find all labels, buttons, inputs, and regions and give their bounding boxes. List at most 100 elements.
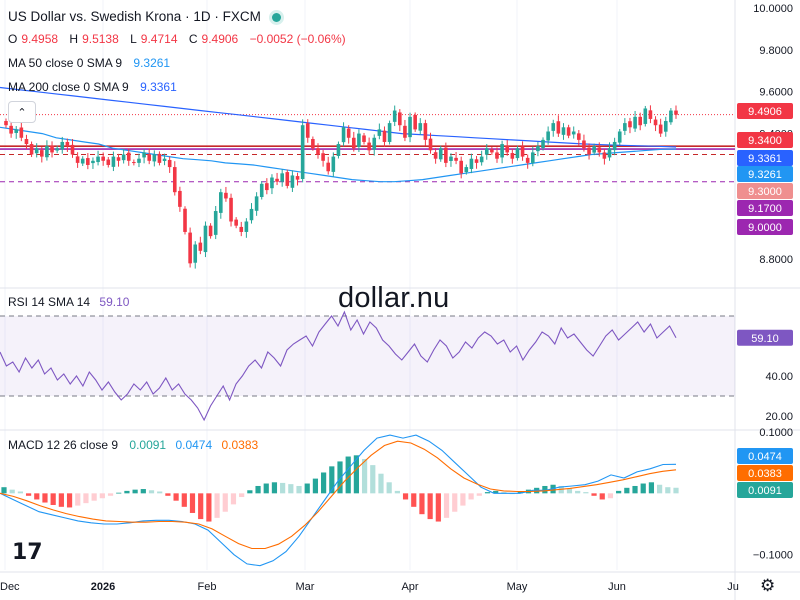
macd-legend[interactable]: MACD 12 26 close 9 0.0091 0.0474 0.0383 [8, 438, 258, 452]
candle-body [474, 159, 479, 163]
signal-tag [737, 465, 793, 481]
macd-title: MACD 12 26 close 9 [8, 438, 119, 452]
ma50-value: 9.3261 [133, 56, 171, 70]
macd-histogram-bar [583, 492, 589, 494]
open-value: 9.4958 [21, 32, 59, 46]
rsi-legend[interactable]: RSI 14 SMA 14 59.10 [8, 295, 129, 309]
watermark-text: dollar.nu [338, 282, 450, 314]
candle-body [188, 232, 192, 264]
macd-histogram-bar [230, 493, 237, 505]
macd-histogram-bar [460, 493, 466, 506]
macd-histogram-bar [296, 485, 302, 494]
macd-tag-text: 0.0474 [748, 451, 782, 463]
candle-body [653, 119, 658, 126]
macd-histogram-bar [321, 472, 327, 494]
header-title-row: US Dollar vs. Swedish Krona · 1D · FXCM [8, 9, 282, 24]
macd-histogram-bar [443, 493, 450, 518]
candle-body [300, 125, 305, 179]
macd-value: 0.0474 [175, 438, 213, 452]
candle-body [259, 183, 264, 197]
candle-body [9, 125, 13, 134]
candle-body [316, 148, 320, 155]
gear-icon[interactable]: ⚙ [760, 576, 776, 595]
macd-histogram-bar [288, 484, 294, 494]
macd-histogram-bar [607, 493, 614, 499]
candle-body [213, 211, 218, 235]
macd-histogram-bar [99, 493, 105, 499]
x-tick-label: Dec [0, 581, 20, 593]
candle-body [167, 159, 172, 168]
collapse-legend-button[interactable]: ⌃ [8, 101, 36, 123]
macd-histogram-bar [91, 493, 97, 501]
candle-body [208, 225, 213, 237]
candle-body [372, 137, 377, 150]
candle-body [638, 116, 642, 126]
candle-body [132, 162, 136, 164]
high-value: 9.5138 [82, 32, 119, 46]
ma50-legend[interactable]: MA 50 close 0 SMA 9 9.3261 [8, 56, 170, 70]
candle-body [341, 127, 346, 143]
candle-body [663, 121, 668, 132]
candle-body [623, 123, 627, 131]
macd-tag [737, 448, 793, 464]
candle-body [648, 110, 653, 119]
candle-body [157, 153, 162, 163]
macd-histogram-bar [542, 485, 548, 494]
macd-histogram-bar [42, 493, 48, 503]
low-label: L [130, 32, 137, 46]
macd-histogram-bar [247, 490, 253, 494]
ma200-line [0, 86, 677, 148]
candle-body [387, 123, 392, 142]
candle-body [50, 145, 54, 153]
candle-body [418, 123, 423, 131]
candle-body [106, 159, 111, 165]
candle-body [126, 152, 131, 161]
macd-histogram-bar [665, 487, 671, 494]
candle-body [4, 121, 8, 126]
macd-histogram-bar [640, 483, 646, 494]
macd-histogram-bar [394, 490, 400, 494]
candle-body [137, 158, 141, 163]
macd-histogram-bar [75, 493, 81, 506]
candle-body [449, 156, 453, 161]
candle-body [45, 146, 49, 158]
high-label: H [69, 32, 79, 46]
close-label: C [188, 32, 198, 46]
macd-histogram-bar [476, 493, 482, 496]
candle-body [270, 177, 274, 189]
ma200-label: MA 200 close 0 SMA 9 [8, 80, 129, 94]
candle-body [403, 125, 407, 138]
candle-body [234, 219, 238, 226]
candle-body [86, 158, 90, 165]
candle-body [224, 192, 228, 199]
macd-tick-label: 0.1000 [759, 427, 793, 439]
change-value: −0.0052 (−0.06%) [249, 32, 346, 46]
macd-histogram-bar [198, 493, 204, 520]
candle-body [428, 138, 433, 151]
candle-body [398, 112, 402, 126]
price-tag-text: 9.3000 [748, 186, 782, 198]
rsi-band [0, 316, 735, 396]
rsi-tick-label: 40.00 [765, 371, 793, 383]
tradingview-logo-icon[interactable]: 17 [12, 540, 43, 565]
macd-histogram-bar [378, 473, 384, 494]
macd-histogram-bar [427, 493, 433, 520]
signal-series-line [0, 440, 677, 550]
symbol-title[interactable]: US Dollar vs. Swedish Krona · 1D · FXCM [8, 9, 261, 24]
candle-body [561, 127, 566, 135]
candle-body [459, 160, 463, 174]
ma200-legend[interactable]: MA 200 close 0 SMA 9 9.3361 [8, 80, 177, 94]
x-tick-label: Mar [296, 581, 315, 593]
open-label: O [8, 32, 18, 46]
macd-hist-value: 0.0091 [129, 438, 167, 452]
candle-body [607, 148, 612, 158]
ma50-label: MA 50 close 0 SMA 9 [8, 56, 123, 70]
candle-body [444, 147, 448, 163]
price-tag [737, 150, 793, 166]
macd-histogram-bar [632, 485, 638, 494]
candle-body [490, 149, 494, 153]
candle-body [582, 140, 586, 149]
candle-body [162, 158, 167, 161]
candle-body [96, 156, 100, 163]
